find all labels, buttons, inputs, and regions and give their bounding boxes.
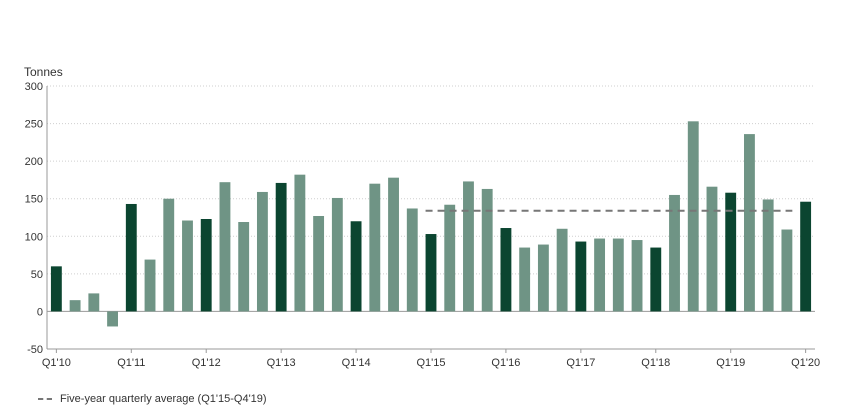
bar-Q111 (125, 203, 137, 312)
bar-Q317 (612, 238, 624, 312)
bar-Q411 (182, 220, 193, 312)
bar-Q210 (69, 300, 81, 312)
bar-Q319 (762, 199, 774, 312)
x-tick-label: Q1'13 (267, 357, 296, 369)
legend: Five-year quarterly average (Q1'15-Q4'19… (38, 393, 267, 405)
bar-Q313 (313, 215, 325, 312)
x-tick-label: Q1'14 (342, 357, 371, 369)
bar-Q120 (800, 201, 812, 312)
x-tick-label: Q1'11 (117, 357, 145, 369)
x-tick-label: Q1'15 (416, 357, 445, 369)
bar-Q112 (200, 219, 212, 312)
x-tick-label: Q1'17 (566, 357, 595, 369)
bar-Q215 (444, 204, 456, 312)
bar-Q118 (650, 247, 662, 312)
x-tick-label: Q1'12 (192, 357, 221, 369)
y-tick-label: 0 (37, 306, 43, 318)
bar-Q412 (256, 191, 268, 312)
y-tick-label: 300 (25, 81, 43, 93)
bar-Q116 (500, 228, 512, 312)
bar-Q310 (88, 293, 100, 312)
bar-Q212 (219, 182, 231, 312)
y-tick-label: -50 (27, 344, 43, 356)
y-tick-label: 250 (25, 119, 43, 131)
bar-Q416 (556, 228, 568, 312)
bar-Q314 (388, 177, 399, 312)
axes: -50 0 50 100 150 200 250 300 Q1'10 Q1'11 Q1'12 Q1'1… (25, 81, 821, 369)
legend-dashed-line-swatch (38, 398, 52, 400)
bar-Q110 (50, 266, 62, 312)
x-tick-label: Q1'20 (791, 357, 820, 369)
bar-Q113 (275, 182, 287, 312)
bar-Q315 (463, 181, 474, 312)
bar-Q415 (481, 188, 493, 312)
legend-label-average: Five-year quarterly average (Q1'15-Q4'19… (60, 393, 267, 405)
bars (50, 121, 812, 327)
bar-Q217 (594, 238, 606, 312)
bar-Q312 (238, 222, 250, 312)
bar-chart: -50 0 50 100 150 200 250 300 Q1'10 Q1'11 Q1'12 Q1'1… (24, 65, 821, 369)
bar-Q419 (781, 229, 793, 312)
bar-Q316 (537, 244, 549, 312)
bar-Q114 (350, 221, 362, 312)
bar-Q216 (519, 247, 531, 312)
bar-Q418 (706, 186, 718, 312)
y-tick-label: 150 (25, 194, 43, 206)
bar-Q115 (425, 234, 437, 312)
bar-Q318 (687, 121, 699, 312)
bar-Q214 (369, 183, 381, 312)
bar-Q219 (744, 134, 755, 312)
bar-Q410 (107, 311, 118, 327)
x-tick-label: Q1'18 (641, 357, 670, 369)
bar-Q213 (294, 174, 306, 312)
x-tick-label: Q1'10 (42, 357, 71, 369)
bar-Q417 (631, 240, 643, 312)
bar-Q311 (163, 198, 175, 312)
bar-Q119 (725, 192, 737, 312)
y-tick-label: 200 (25, 156, 43, 168)
x-tick-label: Q1'16 (491, 357, 520, 369)
y-axis-title: Tonnes (24, 65, 63, 79)
x-tick-label: Q1'19 (716, 357, 745, 369)
y-tick-label: 50 (31, 269, 43, 281)
bar-Q211 (144, 259, 156, 312)
y-tick-label: 100 (25, 231, 43, 243)
bar-Q414 (406, 208, 418, 312)
bar-Q218 (669, 194, 680, 312)
bar-Q117 (575, 241, 587, 312)
bar-Q413 (331, 197, 343, 312)
